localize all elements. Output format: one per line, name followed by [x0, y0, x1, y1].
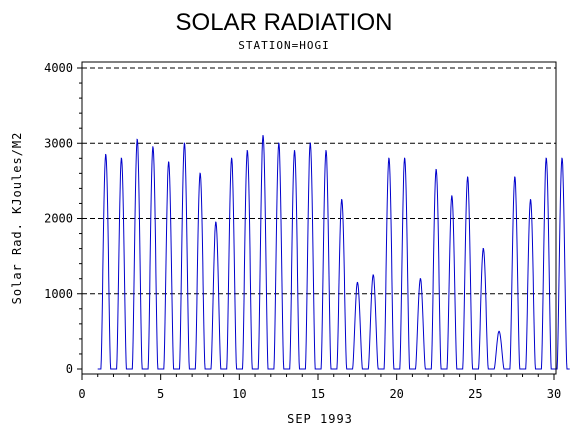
x-axis-label: SEP 1993 [287, 412, 353, 426]
y-tick-label-4000: 4000 [44, 61, 73, 75]
peak-point-day-26 [498, 330, 500, 332]
x-tick-label-15: 15 [311, 387, 325, 401]
peak-point-day-19 [388, 157, 390, 159]
peak-point-day-30 [561, 157, 563, 159]
peak-point-day-22 [435, 168, 437, 171]
peak-point-day-17 [356, 281, 359, 284]
series-solar-radiation [97, 134, 570, 370]
y-tick-label-0: 0 [66, 362, 73, 376]
peak-point-day-21 [419, 278, 422, 280]
chart-title: SOLAR RADIATION [176, 9, 393, 36]
peak-point-day-18 [372, 274, 374, 276]
y-axis: 0 1000 2000 3000 4000 [44, 61, 82, 376]
peak-point-day-7 [199, 172, 201, 174]
series-line [97, 134, 570, 370]
x-tick-label-5: 5 [157, 387, 164, 401]
peak-point-day-29 [545, 157, 547, 159]
peak-point-day-6 [183, 142, 186, 144]
y-tick-label-1000: 1000 [44, 287, 73, 301]
peak-point-day-12 [278, 142, 280, 144]
peak-point-day-20 [404, 157, 406, 159]
peak-point-day-23 [451, 195, 453, 197]
y-axis-label: Solar Rad. KJoules/M2 [10, 132, 24, 305]
peak-point-day-14 [309, 142, 311, 144]
peak-point-day-25 [482, 248, 484, 250]
peak-point-day-4 [152, 146, 154, 148]
gridlines [82, 67, 556, 295]
peak-point-day-28 [529, 199, 532, 201]
y-tick-label-2000: 2000 [44, 212, 73, 226]
x-tick-label-20: 20 [389, 387, 403, 401]
peak-point-day-10 [246, 150, 248, 152]
peak-point-day-2 [120, 157, 123, 159]
peak-point-day-11 [262, 135, 264, 137]
x-tick-label-30: 30 [547, 387, 561, 401]
peak-point-day-27 [514, 176, 516, 178]
peak-point-day-13 [293, 150, 296, 152]
x-axis: 0 5 10 15 20 25 30 [78, 374, 561, 401]
peak-point-day-3 [136, 138, 138, 141]
peak-point-day-24 [467, 176, 469, 178]
chart-subtitle: STATION=HOGI [238, 39, 329, 52]
peak-point-day-9 [231, 157, 233, 159]
peak-point-day-8 [215, 221, 217, 223]
peak-point-day-15 [325, 150, 327, 152]
x-tick-label-0: 0 [78, 387, 85, 401]
x-tick-label-25: 25 [468, 387, 482, 401]
peak-point-day-5 [168, 161, 170, 163]
x-tick-label-10: 10 [232, 387, 246, 401]
peak-point-day-16 [341, 199, 343, 201]
peak-point-day-1 [105, 153, 107, 156]
y-tick-label-3000: 3000 [44, 136, 73, 150]
